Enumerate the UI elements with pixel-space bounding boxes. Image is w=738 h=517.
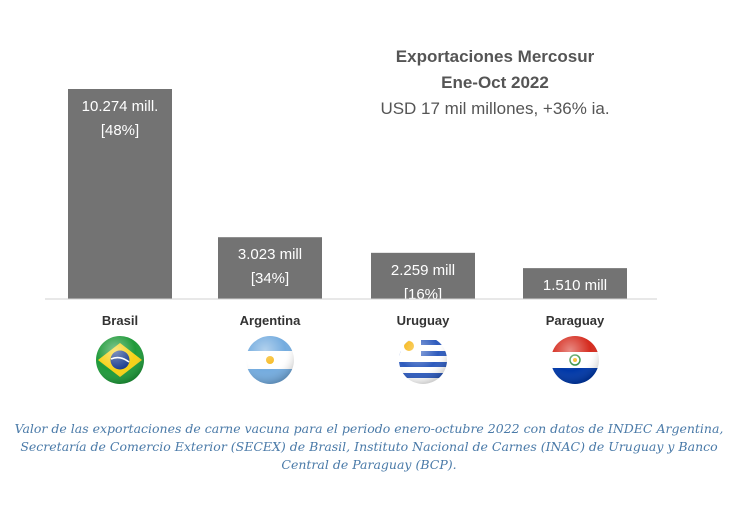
bar-group-brasil: 10.274 mill. [48%] Brasil: [68, 89, 172, 328]
flags-layer: [96, 336, 599, 384]
chart-title-block: Exportaciones Mercosur Ene-Oct 2022 USD …: [360, 44, 630, 122]
bar-share-label: [34%]: [251, 270, 289, 287]
bar-value-label: 1.510 mill: [543, 277, 607, 294]
source-caption: Valor de las exportaciones de carne vacu…: [14, 421, 724, 472]
bar-brasil: [68, 89, 172, 299]
paraguay-flag-icon: [551, 336, 599, 384]
bar-argentina: [218, 237, 322, 299]
bar-value-label: 10.274 mill.: [82, 98, 159, 115]
chart-subtitle: USD 17 mil millones, +36% ia.: [380, 99, 610, 118]
argentina-flag-icon: [246, 336, 294, 384]
chart-title-period: Ene-Oct 2022: [441, 73, 549, 92]
bar-group-paraguay: 1.510 mill [10%]Paraguay: [523, 268, 627, 328]
category-label: Argentina: [240, 313, 301, 328]
bar-share-label: [10%]: [556, 301, 594, 318]
chart-title: Exportaciones Mercosur: [395, 47, 595, 66]
brazil-flag-icon: [96, 336, 144, 384]
category-label: Paraguay: [546, 313, 605, 328]
bars-layer: 10.274 mill. [48%] Brasil 3.023 mill [34%] Ar…: [68, 89, 627, 328]
category-label: Brasil: [102, 313, 138, 328]
uruguay-flag-icon: [399, 336, 447, 384]
bar-uruguay: [371, 252, 475, 299]
bar-value-label: 3.023 mill: [238, 246, 302, 263]
bar-share-label: [48%]: [101, 122, 139, 139]
bar-group-argentina: 3.023 mill [34%] Argentina: [218, 237, 322, 328]
bar-paraguay: [523, 268, 627, 299]
category-label: Uruguay: [397, 313, 451, 328]
bar-value-label: 2.259 mill: [391, 262, 455, 279]
bar-group-uruguay: 2.259 mill [16%] Uruguay: [371, 252, 475, 328]
bar-share-label: [16%]: [404, 286, 442, 303]
